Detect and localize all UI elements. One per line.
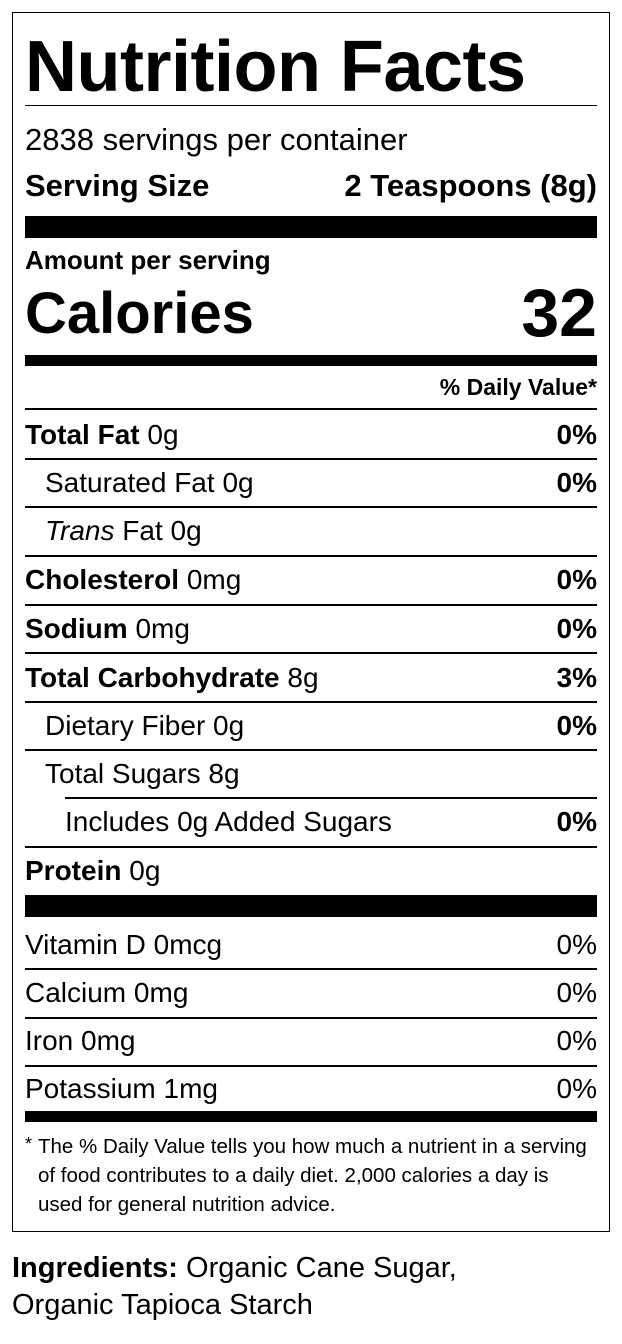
rule — [25, 458, 597, 460]
title: Nutrition Facts — [25, 27, 526, 107]
vitamin-name: Vitamin D — [25, 929, 146, 960]
footnote-marker: * — [25, 1134, 33, 1154]
label-border — [12, 12, 610, 1232]
nutrient-row: Sodium 0mg 0% — [25, 605, 597, 653]
vitamin-row: Vitamin D 0mcg 0% — [25, 921, 597, 969]
nutrient-amount: 8g — [208, 758, 240, 789]
nutrient-row: Trans Fat 0g — [25, 507, 597, 555]
nutrient-amount: 0g — [213, 710, 245, 741]
rule — [25, 652, 597, 654]
serving-size-row: Serving Size 2 Teaspoons (8g) — [25, 162, 597, 210]
nutrient-name: Total Fat — [25, 419, 140, 450]
nutrient-row: Includes 0g Added Sugars 0% — [25, 798, 597, 846]
vitamin-dv: 0% — [556, 1025, 597, 1056]
nutrient-amount: 0g — [129, 855, 161, 886]
vitamin-row: Potassium 1mg 0% — [25, 1065, 597, 1113]
medium-bar — [25, 355, 597, 366]
nutrient-dv: 3% — [556, 662, 597, 693]
rule — [25, 1017, 597, 1019]
nutrient-dv: 0% — [556, 613, 597, 644]
ingredients: Ingredients: Organic Cane Sugar, Organic… — [12, 1250, 512, 1324]
thick-bar — [25, 895, 597, 917]
nutrient-dv: 0% — [556, 564, 597, 595]
calories-label: Calories — [25, 280, 254, 346]
ingredients-text: Organic Cane Sugar, Organic Tapioca Star… — [12, 1252, 457, 1321]
dv-header: % Daily Value* — [439, 373, 597, 400]
vitamin-name: Calcium — [25, 977, 127, 1008]
nutrient-row: Cholesterol 0mg 0% — [25, 556, 597, 604]
nutrient-amount: 0g — [147, 419, 179, 450]
rule — [25, 846, 597, 848]
nutrient-name: Fat — [122, 515, 163, 546]
amount-per-serving: Amount per serving — [25, 245, 271, 275]
medium-bar — [25, 1111, 597, 1122]
nutrient-row: Saturated Fat 0g 0% — [25, 459, 597, 507]
rule — [25, 701, 597, 703]
vitamin-amount: 1mg — [163, 1073, 218, 1104]
vitamin-name: Potassium — [25, 1073, 156, 1104]
nutrient-name: Dietary Fiber — [45, 710, 206, 741]
vitamin-row: Iron 0mg 0% — [25, 1017, 597, 1065]
servings: 2838 servings per container — [25, 122, 408, 157]
nutrient-amount: 0mg — [135, 613, 190, 644]
ingredients-label: Ingredients: — [12, 1252, 178, 1284]
nutrient-row: Total Sugars 8g — [25, 750, 597, 798]
dv-header-row: % Daily Value* — [25, 368, 597, 406]
rule — [65, 797, 597, 799]
nutrient-amount: 0g — [222, 467, 254, 498]
nutrient-dv: 0% — [556, 419, 597, 450]
rule — [25, 749, 597, 751]
serving-size-value: 2 Teaspoons (8g) — [344, 168, 597, 203]
nutrient-dv: 0% — [556, 710, 597, 741]
vitamin-dv: 0% — [556, 977, 597, 1008]
nutrient-row: Protein 0g — [25, 847, 597, 895]
nutrient-row: Total Carbohydrate 8g 3% — [25, 654, 597, 702]
serving-size-label: Serving Size — [25, 168, 210, 203]
vitamin-row: Calcium 0mg 0% — [25, 969, 597, 1017]
footnote-text: The % Daily Value tells you how much a n… — [38, 1135, 587, 1216]
nutrient-amount: 0g — [170, 515, 202, 546]
rule — [25, 555, 597, 557]
vitamin-dv: 0% — [556, 1073, 597, 1104]
nutrient-dv: 0% — [556, 806, 597, 837]
nutrient-amount: 8g — [287, 662, 319, 693]
vitamin-dv: 0% — [556, 929, 597, 960]
vitamin-amount: 0mcg — [153, 929, 223, 960]
rule — [25, 506, 597, 508]
nutrient-name: Cholesterol — [25, 564, 180, 595]
nutrient-name: Total Sugars — [45, 758, 201, 789]
nutrient-name: Saturated Fat — [45, 467, 215, 498]
nutrient-prefix: Trans — [45, 515, 115, 546]
nutrient-name: Sodium — [25, 613, 128, 644]
vitamin-amount: 0mg — [133, 977, 189, 1008]
rule — [25, 105, 597, 106]
calories-row: Calories 32 — [25, 275, 597, 351]
thick-bar — [25, 216, 597, 238]
vitamin-name: Iron — [25, 1025, 74, 1056]
rule — [25, 408, 597, 410]
nutrient-name: Protein — [25, 855, 122, 886]
nutrient-name: Total Carbohydrate — [25, 662, 280, 693]
vitamin-amount: 0mg — [81, 1025, 136, 1056]
nutrient-amount: 0mg — [186, 564, 242, 595]
calories-value: 32 — [521, 275, 597, 351]
rule — [25, 604, 597, 606]
rule — [25, 968, 597, 970]
nutrient-row: Dietary Fiber 0g 0% — [25, 702, 597, 750]
nutrient-dv: 0% — [556, 467, 597, 498]
nutrient-row: Total Fat 0g 0% — [25, 411, 597, 459]
rule — [25, 1065, 597, 1067]
nutrient-name: Includes 0g Added Sugars — [65, 806, 392, 837]
